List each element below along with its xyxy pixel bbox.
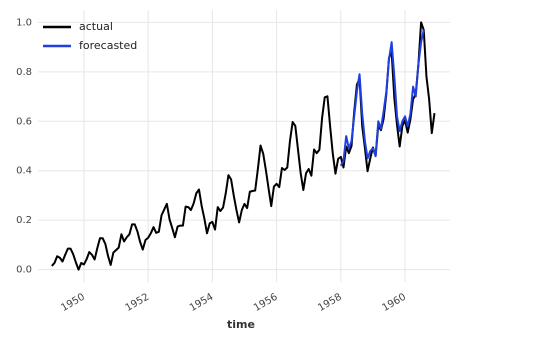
y-tick-label: 1.0 [16,17,32,28]
line-series [339,29,425,167]
x-axis-label: time [227,318,255,331]
y-tick-label: 0.6 [16,116,32,127]
x-tick-label: 1954 [188,292,216,314]
y-tick-label: 0.4 [16,166,32,177]
x-tick-label: 1952 [124,292,152,314]
x-tick-label: 1960 [380,292,408,314]
legend-label: actual [79,20,113,33]
y-tick-label: 0.0 [16,265,32,276]
x-tick-label: 1956 [252,292,280,314]
y-tick-label: 0.2 [16,215,32,226]
legend-label: forecasted [79,39,137,52]
y-tick-label: 0.8 [16,67,32,78]
x-tick-label: 1950 [59,292,87,314]
line-series [51,21,436,271]
x-tick-label: 1958 [316,292,344,314]
